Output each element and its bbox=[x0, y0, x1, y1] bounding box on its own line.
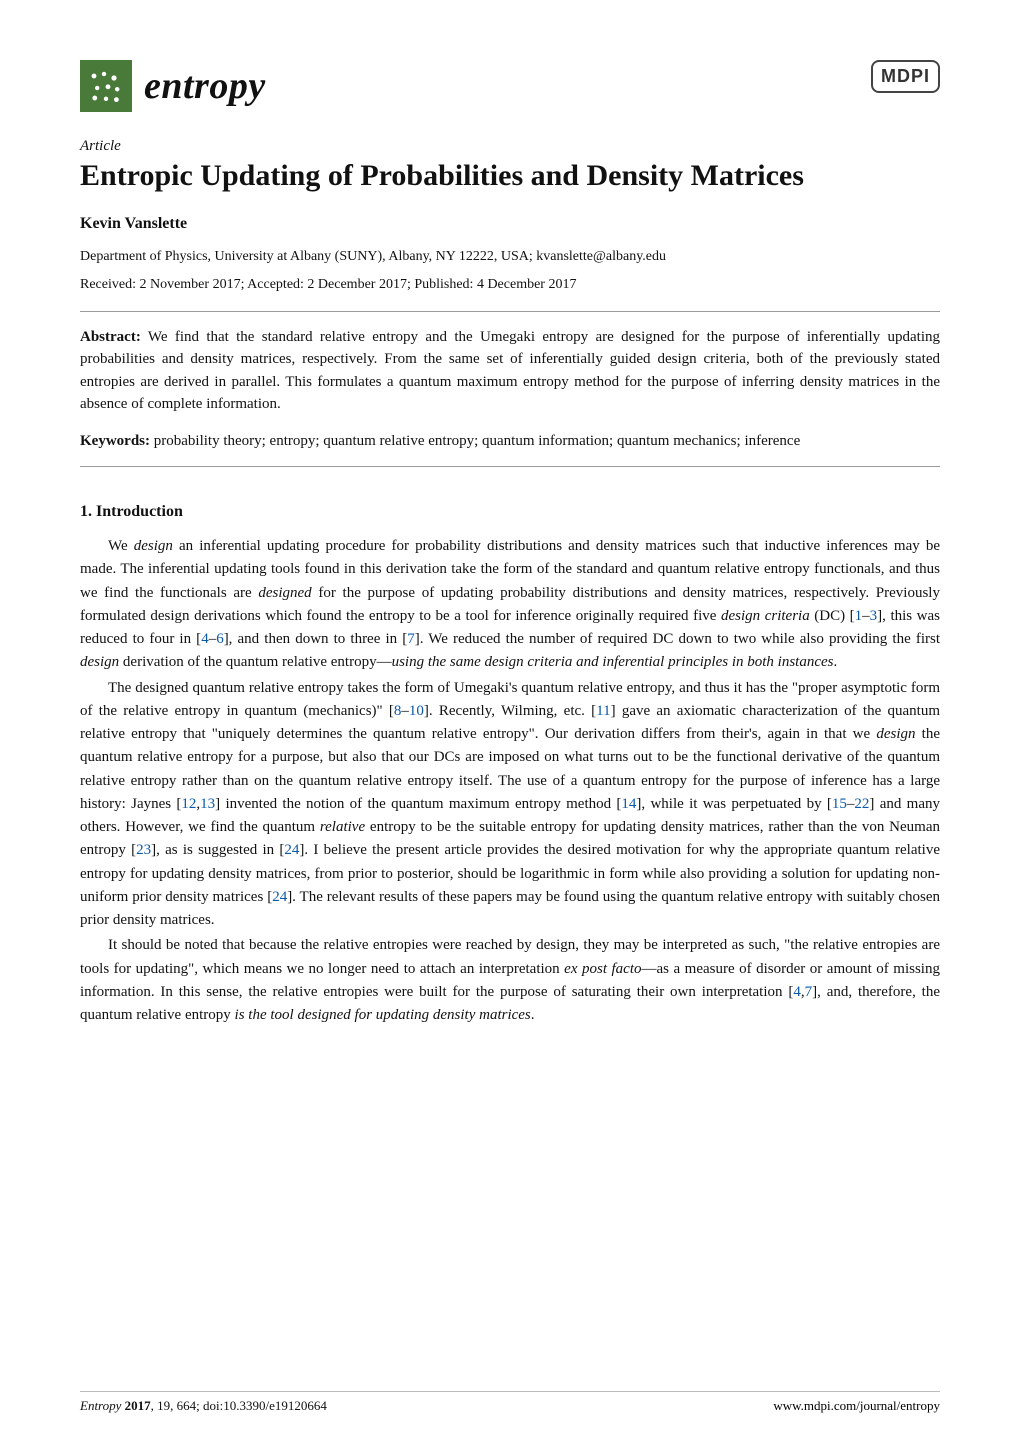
emphasis: design criteria bbox=[721, 608, 810, 624]
emphasis: design bbox=[134, 538, 173, 554]
citation-link[interactable]: 4 bbox=[201, 631, 209, 647]
text-run: derivation of the quantum relative entro… bbox=[119, 654, 391, 670]
citation-link[interactable]: 14 bbox=[621, 796, 636, 812]
emphasis: designed bbox=[258, 585, 311, 601]
citation-link[interactable]: 7 bbox=[805, 984, 813, 1000]
abstract-block: Abstract: We find that the standard rela… bbox=[80, 311, 940, 468]
citation-link[interactable]: 12 bbox=[181, 796, 196, 812]
emphasis: is the tool designed for updating densit… bbox=[235, 1007, 531, 1023]
emphasis: ex post facto bbox=[564, 961, 641, 977]
keywords-text: probability theory; entropy; quantum rel… bbox=[150, 433, 800, 449]
citation-link[interactable]: 6 bbox=[216, 631, 224, 647]
abstract-paragraph: Abstract: We find that the standard rela… bbox=[80, 326, 940, 416]
text-run: (DC) [ bbox=[810, 608, 855, 624]
body-paragraph-1: We design an inferential updating proced… bbox=[80, 535, 940, 675]
emphasis: design bbox=[876, 726, 915, 742]
header-row: entropy MDPI bbox=[80, 60, 940, 112]
keywords-label: Keywords: bbox=[80, 433, 150, 449]
citation-link[interactable]: 13 bbox=[200, 796, 215, 812]
citation-link[interactable]: 4 bbox=[793, 984, 801, 1000]
footer-citation: Entropy 2017, 19, 664; doi:10.3390/e1912… bbox=[80, 1398, 327, 1414]
text-run: ] invented the notion of the quantum max… bbox=[215, 796, 621, 812]
journal-name: entropy bbox=[144, 64, 266, 108]
article-dates: Received: 2 November 2017; Accepted: 2 D… bbox=[80, 277, 940, 293]
publisher-logo: MDPI bbox=[871, 60, 940, 93]
citation-link[interactable]: 23 bbox=[136, 842, 151, 858]
footer-journal: Entropy bbox=[80, 1398, 125, 1413]
citation-link[interactable]: 24 bbox=[284, 842, 299, 858]
text-run: ], while it was perpetuated by [ bbox=[636, 796, 831, 812]
abstract-text: We find that the standard relative entro… bbox=[80, 329, 940, 413]
text-run: ]. We reduced the number of required DC … bbox=[415, 631, 940, 647]
emphasis: using the same design criteria and infer… bbox=[392, 654, 834, 670]
citation-link[interactable]: 15 bbox=[832, 796, 847, 812]
citation-link[interactable]: 22 bbox=[854, 796, 869, 812]
footer-url[interactable]: www.mdpi.com/journal/entropy bbox=[773, 1398, 940, 1414]
footer-link[interactable]: www.mdpi.com/journal/entropy bbox=[773, 1398, 940, 1413]
section-heading: 1. Introduction bbox=[80, 503, 940, 521]
body-paragraph-3: It should be noted that because the rela… bbox=[80, 934, 940, 1027]
citation-link[interactable]: 10 bbox=[409, 703, 424, 719]
article-title: Entropic Updating of Probabilities and D… bbox=[80, 157, 940, 195]
text-run: . bbox=[834, 654, 838, 670]
keywords-paragraph: Keywords: probability theory; entropy; q… bbox=[80, 430, 940, 453]
text-run: . bbox=[531, 1007, 535, 1023]
body-paragraph-2: The designed quantum relative entropy ta… bbox=[80, 677, 940, 933]
author-name: Kevin Vanslette bbox=[80, 215, 940, 233]
abstract-label: Abstract: bbox=[80, 329, 141, 345]
entropy-logo-icon bbox=[80, 60, 132, 112]
footer-year: 2017 bbox=[125, 1398, 151, 1413]
citation-link[interactable]: 7 bbox=[407, 631, 415, 647]
text-run: – bbox=[401, 703, 409, 719]
journal-brand: entropy bbox=[80, 60, 266, 112]
text-run: ], as is suggested in [ bbox=[151, 842, 284, 858]
text-run: ], and then down to three in [ bbox=[224, 631, 408, 647]
emphasis: relative bbox=[320, 819, 365, 835]
page-footer: Entropy 2017, 19, 664; doi:10.3390/e1912… bbox=[80, 1391, 940, 1414]
emphasis: design bbox=[80, 654, 119, 670]
citation-link[interactable]: 24 bbox=[272, 889, 287, 905]
author-affiliation: Department of Physics, University at Alb… bbox=[80, 249, 940, 265]
text-run: We bbox=[108, 538, 134, 554]
citation-link[interactable]: 11 bbox=[596, 703, 610, 719]
text-run: ]. Recently, Wilming, etc. [ bbox=[424, 703, 596, 719]
text-run: – bbox=[862, 608, 870, 624]
footer-doi: , 19, 664; doi:10.3390/e19120664 bbox=[151, 1398, 327, 1413]
article-type-label: Article bbox=[80, 138, 940, 155]
